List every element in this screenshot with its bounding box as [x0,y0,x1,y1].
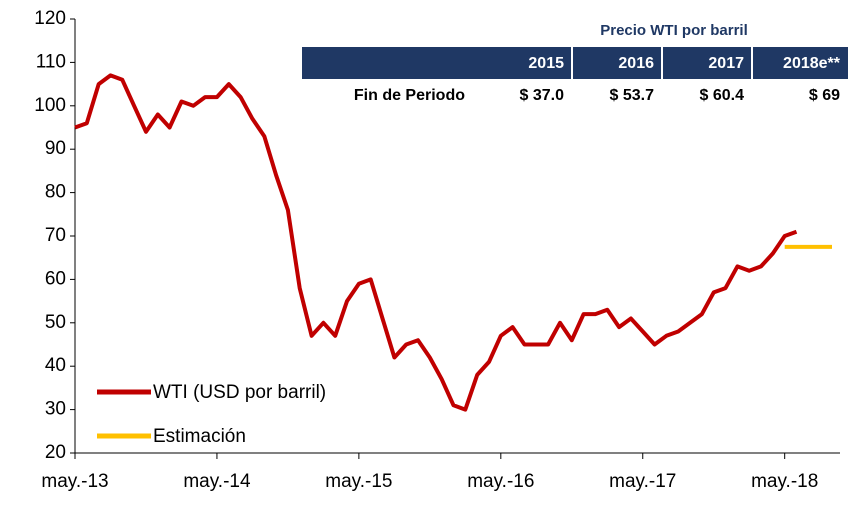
y-tick-label: 50 [45,312,66,333]
y-tick-label: 80 [45,182,66,203]
table-header: 2015 [528,55,564,72]
table-cell: $ 60.4 [700,87,745,104]
table-cell: $ 53.7 [610,87,655,104]
legend-label: WTI (USD por barril) [153,382,326,403]
x-tick-label: may.-18 [751,471,818,492]
y-tick-label: 60 [45,268,66,289]
y-tick-label: 70 [45,225,66,246]
x-tick-label: may.-13 [41,471,108,492]
y-tick-label: 120 [34,8,66,29]
y-tick-label: 20 [45,442,66,463]
y-tick-label: 110 [36,51,66,72]
table-cell: $ 37.0 [520,87,565,104]
y-tick-label: 30 [45,399,66,420]
x-tick-label: may.-17 [609,471,676,492]
table-header: 2016 [618,55,654,72]
table-row-label: Fin de Periodo [354,87,465,104]
y-tick-label: 100 [34,95,66,116]
table-cell: $ 69 [809,87,840,104]
table-header-bar [302,47,848,79]
series-line [74,73,798,412]
x-tick-label: may.-15 [325,471,392,492]
y-tick-label: 90 [45,138,66,159]
table-header: 2018e** [783,55,841,72]
x-tick-label: may.-14 [183,471,251,492]
table-header: 2017 [708,55,744,72]
x-tick-label: may.-16 [467,471,534,492]
legend-label: Estimación [153,426,246,447]
table-title: Precio WTI por barril [600,22,748,39]
y-tick-label: 40 [45,355,66,376]
